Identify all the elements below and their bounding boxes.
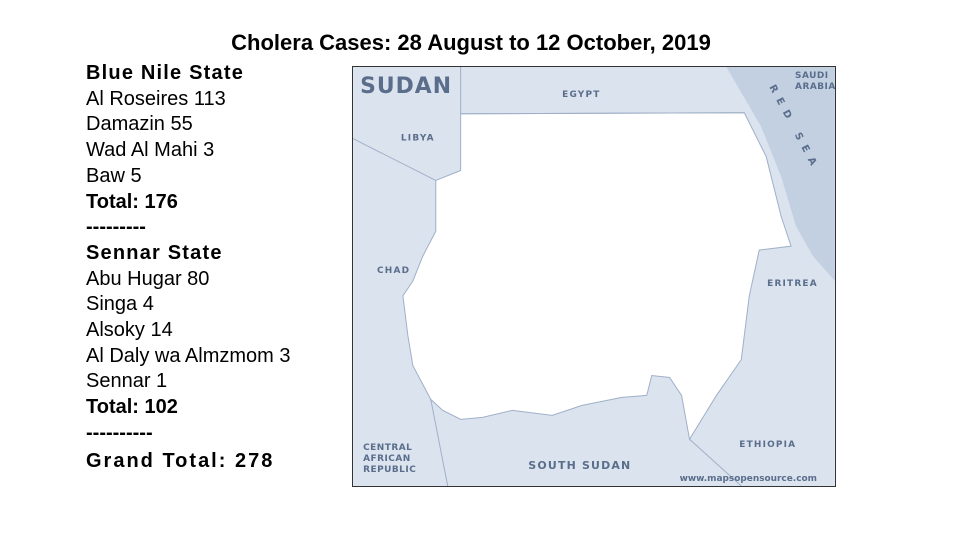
locality-count: Alsoky 14	[86, 319, 173, 341]
map-label: www.mapsopensource.com	[680, 474, 817, 484]
locality-count: Wad Al Mahi 3	[86, 139, 215, 162]
borders	[353, 67, 745, 486]
slide-title: Cholera Cases: 28 August to 12 October, …	[231, 30, 711, 55]
locality-count: Al Roseires 113	[86, 87, 226, 110]
map-label: CENTRAL	[363, 443, 412, 453]
map-label: SAUDI	[795, 71, 829, 81]
map: SUDAN EGYPT LIBYA CHAD CENTRALAFRICANREPUBLI…	[352, 66, 836, 487]
locality-count: Damazin 55	[86, 113, 193, 136]
map-label: ARABIA	[795, 82, 836, 92]
locality-count: Abu Hugar 80	[86, 267, 210, 290]
state-heading: Blue Nile State	[86, 62, 245, 84]
locality-count: Singa 4	[86, 293, 154, 316]
map-label: ERITREA	[767, 279, 818, 289]
separator: ----------	[86, 421, 153, 444]
map-label: EGYPT	[562, 90, 600, 100]
map-label: SOUTH SUDAN	[528, 459, 631, 472]
locality-count: Baw 5	[86, 164, 142, 187]
separator: ---------	[86, 216, 146, 239]
map-label: LIBYA	[401, 134, 435, 144]
sudan	[402, 112, 792, 441]
locality-count: Sennar 1	[86, 370, 168, 393]
state-total: Total: 176	[86, 190, 178, 213]
map-label: AFRICAN	[363, 454, 411, 464]
state-total: Total: 102	[86, 396, 178, 419]
map-label: CHAD	[377, 266, 410, 276]
grand-total: Grand Total: 278	[86, 449, 275, 472]
locality-count: Al Daly wa Almzmom 3	[86, 344, 291, 367]
map-label: ETHIOPIA	[739, 440, 796, 450]
red-sea	[726, 67, 835, 281]
state-heading: Sennar State	[86, 241, 223, 264]
map-label: SUDAN	[360, 74, 452, 99]
map-label: REPUBLIC	[363, 465, 416, 475]
